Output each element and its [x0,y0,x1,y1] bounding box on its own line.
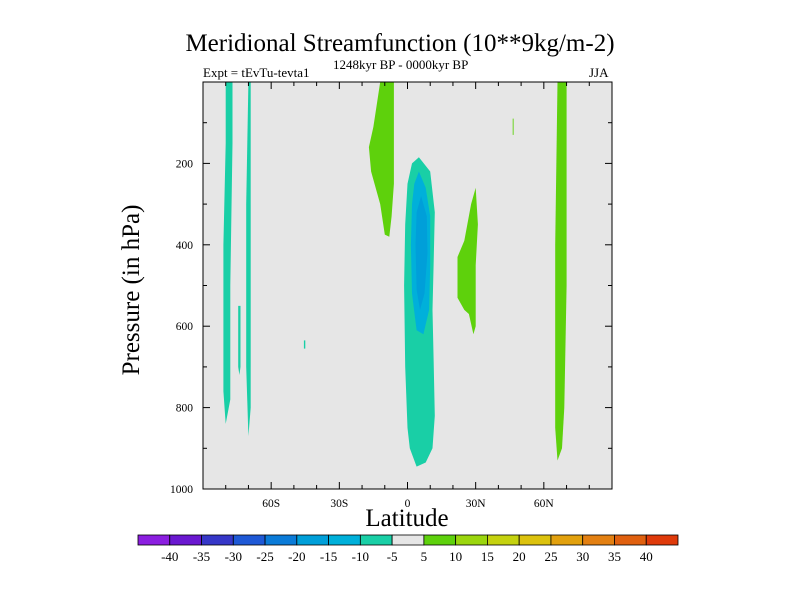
colorbar-box [169,534,202,546]
colorbar-label: -35 [193,549,210,564]
colorbar-box [423,534,457,546]
colorbar-box [487,534,520,546]
contour-neg-core-15 [415,196,428,310]
y-tick-label: 200 [176,158,194,170]
y-tick-label: 600 [176,321,194,333]
colorbar-label: 5 [421,549,428,564]
colorbar-box [359,534,393,546]
colorbar-label: 40 [640,549,653,564]
period-label: 1248kyr BP - 0000kyr BP [333,57,469,72]
x-tick-label: 60N [534,498,555,510]
colorbar-label: 30 [576,549,589,564]
contour-pos-dot-47N [512,118,514,135]
y-tick-label: 800 [176,403,194,415]
contour-pos-mid-25N [457,187,478,335]
colorbar-box [518,534,552,546]
colorbar-box [550,534,584,546]
colorbar-box [264,534,298,546]
colorbar-box [296,534,329,546]
colorbar-label: 25 [544,549,557,564]
colorbar-box [328,534,361,546]
colorbar-box [582,534,615,546]
colorbar-label: 15 [481,549,494,564]
x-tick-label: 30N [466,498,487,510]
colorbar-label: 10 [449,549,462,564]
colorbar-box [614,534,647,546]
y-tick-label: 1000 [170,484,193,496]
contour-neg-dot-45S [303,340,306,349]
colorbar-label: -5 [387,549,398,564]
contour-neg-band-72S [246,82,251,437]
colorbar-label: -15 [320,549,337,564]
contour-neg-band-80S [223,82,233,424]
experiment-label: Expt = tEvTu-tevta1 [203,65,310,80]
x-tick-label: 30S [330,498,348,510]
colorbar-label: -30 [225,549,242,564]
x-tick-label: 60S [262,498,280,510]
y-tick-label: 400 [176,240,194,252]
contour-pos-upper-15S [368,82,394,237]
colorbar-box [201,534,234,546]
colorbar-label: -20 [288,549,305,564]
colorbar-label: 35 [608,549,621,564]
colorbar-box [645,534,679,546]
contour-pos-band-67N [555,82,567,461]
x-axis-label: Latitude [365,505,449,532]
colorbar-label: -25 [256,549,273,564]
colorbar-box [232,534,266,546]
colorbar-box [455,534,488,546]
colorbar-label: 20 [513,549,526,564]
colorbar-label: -10 [352,549,369,564]
colorbar-label: -40 [161,549,178,564]
colorbar-box [137,534,171,546]
season-label: JJA [589,65,609,80]
chart-title: Meridional Streamfunction (10**9kg/m-2) [185,30,615,57]
colorbar-box [391,534,425,546]
contour-neg-sliver-74S [238,305,241,375]
x-tick-label: 0 [405,498,411,510]
